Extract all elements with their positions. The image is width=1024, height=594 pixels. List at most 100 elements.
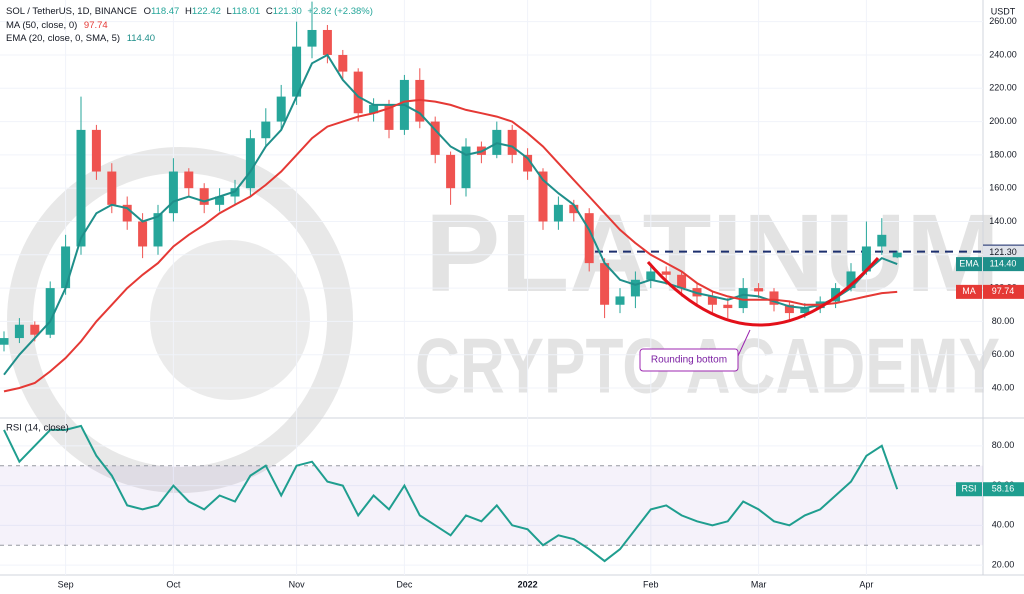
y-tick-label: 40.00 [992,520,1015,530]
ohlc-label: L [227,6,232,17]
price-tag [983,257,1024,272]
y-tick-label: 20.00 [992,559,1015,569]
y-tick-label: 240.00 [989,49,1017,59]
candle-body [168,171,178,214]
candle-body [122,204,132,222]
candle-body [538,171,548,222]
x-tick-label: 2022 [518,579,538,589]
annotation-text: Rounding bottom [651,355,727,366]
candle-body [569,204,579,214]
logo-ring [7,147,353,493]
candle-body [461,146,471,189]
y-tick-label: 40.00 [992,382,1015,392]
candle-body [446,154,456,189]
ema-value: 114.40 [127,33,155,44]
y-tick-label: 80.00 [992,440,1015,450]
candle-body [507,129,517,155]
ohlc-label: O [144,6,151,17]
x-tick-label: Sep [58,579,74,589]
candle-body [338,54,348,72]
candle-body [630,279,640,297]
price-tag-label: 114.40 [990,258,1017,268]
candle-body [677,274,687,289]
candle-body [107,171,117,205]
legend-ema: EMA (20, close, 0, SMA, 5) 114.40 [6,33,155,44]
candle-body [184,171,194,189]
series-tag [956,284,982,299]
y-tick-label: 80.00 [992,316,1015,326]
price-tag-label: 58.16 [992,484,1015,494]
candle-body [307,29,317,47]
y-tick-label: 220.00 [989,83,1017,93]
candle-body [199,188,209,205]
candle-body [800,308,810,314]
candle-body [877,234,887,247]
candle-body [600,263,610,305]
candle-body [261,121,271,139]
y-tick-label: 200.00 [989,116,1017,126]
candle-body [430,121,440,155]
series-line [3,424,899,563]
series-tag [956,482,982,497]
candle-body [769,291,779,305]
candle-body [369,104,379,114]
candle-body [831,288,841,302]
candle-body [322,29,332,55]
candle-body [153,213,163,247]
rsi-band [0,465,983,546]
candle-body [384,104,394,130]
ohlc-value: 121.30 [273,6,302,17]
candle-body [846,271,856,289]
candle-body [61,246,71,289]
x-tick-label: Nov [289,579,306,589]
candle-body [738,288,748,309]
ma-value: 97.74 [84,20,108,31]
series-tag-label: MA [962,286,976,296]
x-tick-label: Apr [859,579,873,589]
rsi-title: RSI (14, close) [6,423,69,434]
candle-body [292,46,302,97]
price-tag [983,245,1024,260]
ohlc-label: C [266,6,273,17]
logo-coin [150,240,310,400]
x-tick-label: Feb [643,579,659,589]
candle-body [276,96,286,122]
watermark: PLATINUM CRYPTO ACADEMY [7,147,1000,493]
x-tick-label: Oct [166,579,181,589]
y-tick-label: 160.00 [989,183,1017,193]
price-tag-label: 97.74 [992,286,1015,296]
candle-body [892,252,902,258]
currency: USDT [991,6,1016,16]
ohlc-value: 118.01 [232,6,260,17]
ohlc-label: H [185,6,192,17]
series-tag-label: EMA [959,258,979,268]
candle-body [14,324,24,339]
price-tag [983,482,1024,497]
candle-body [646,271,656,280]
candle-body [353,71,363,114]
candle-body [76,129,86,247]
ma-label: MA (50, close, 0) [6,20,77,31]
candle-body [138,221,148,247]
candle-body [523,154,533,172]
ohlc-value: 122.42 [192,6,221,17]
candle-body [784,304,794,314]
y-tick-label: 140.00 [989,216,1017,226]
x-tick-label: Mar [751,579,767,589]
y-tick-label: 260.00 [989,16,1017,26]
legend-header: SOL / TetherUS, 1D, BINANCE O118.47 H122… [6,6,373,17]
series-line [3,53,898,376]
header: SOL / TetherUS, 1D, BINANCE O118.47 H122… [6,6,1016,434]
candle-body [0,338,9,345]
annotation-connector [737,329,751,357]
candle-body [553,204,563,222]
candle-body [91,129,101,172]
price-tag-label: 121.30 [989,247,1017,257]
candle-body [245,138,255,189]
rounding-curve [646,256,880,327]
candle-body [661,271,671,275]
change: +2.82 (+2.38%) [307,6,373,17]
